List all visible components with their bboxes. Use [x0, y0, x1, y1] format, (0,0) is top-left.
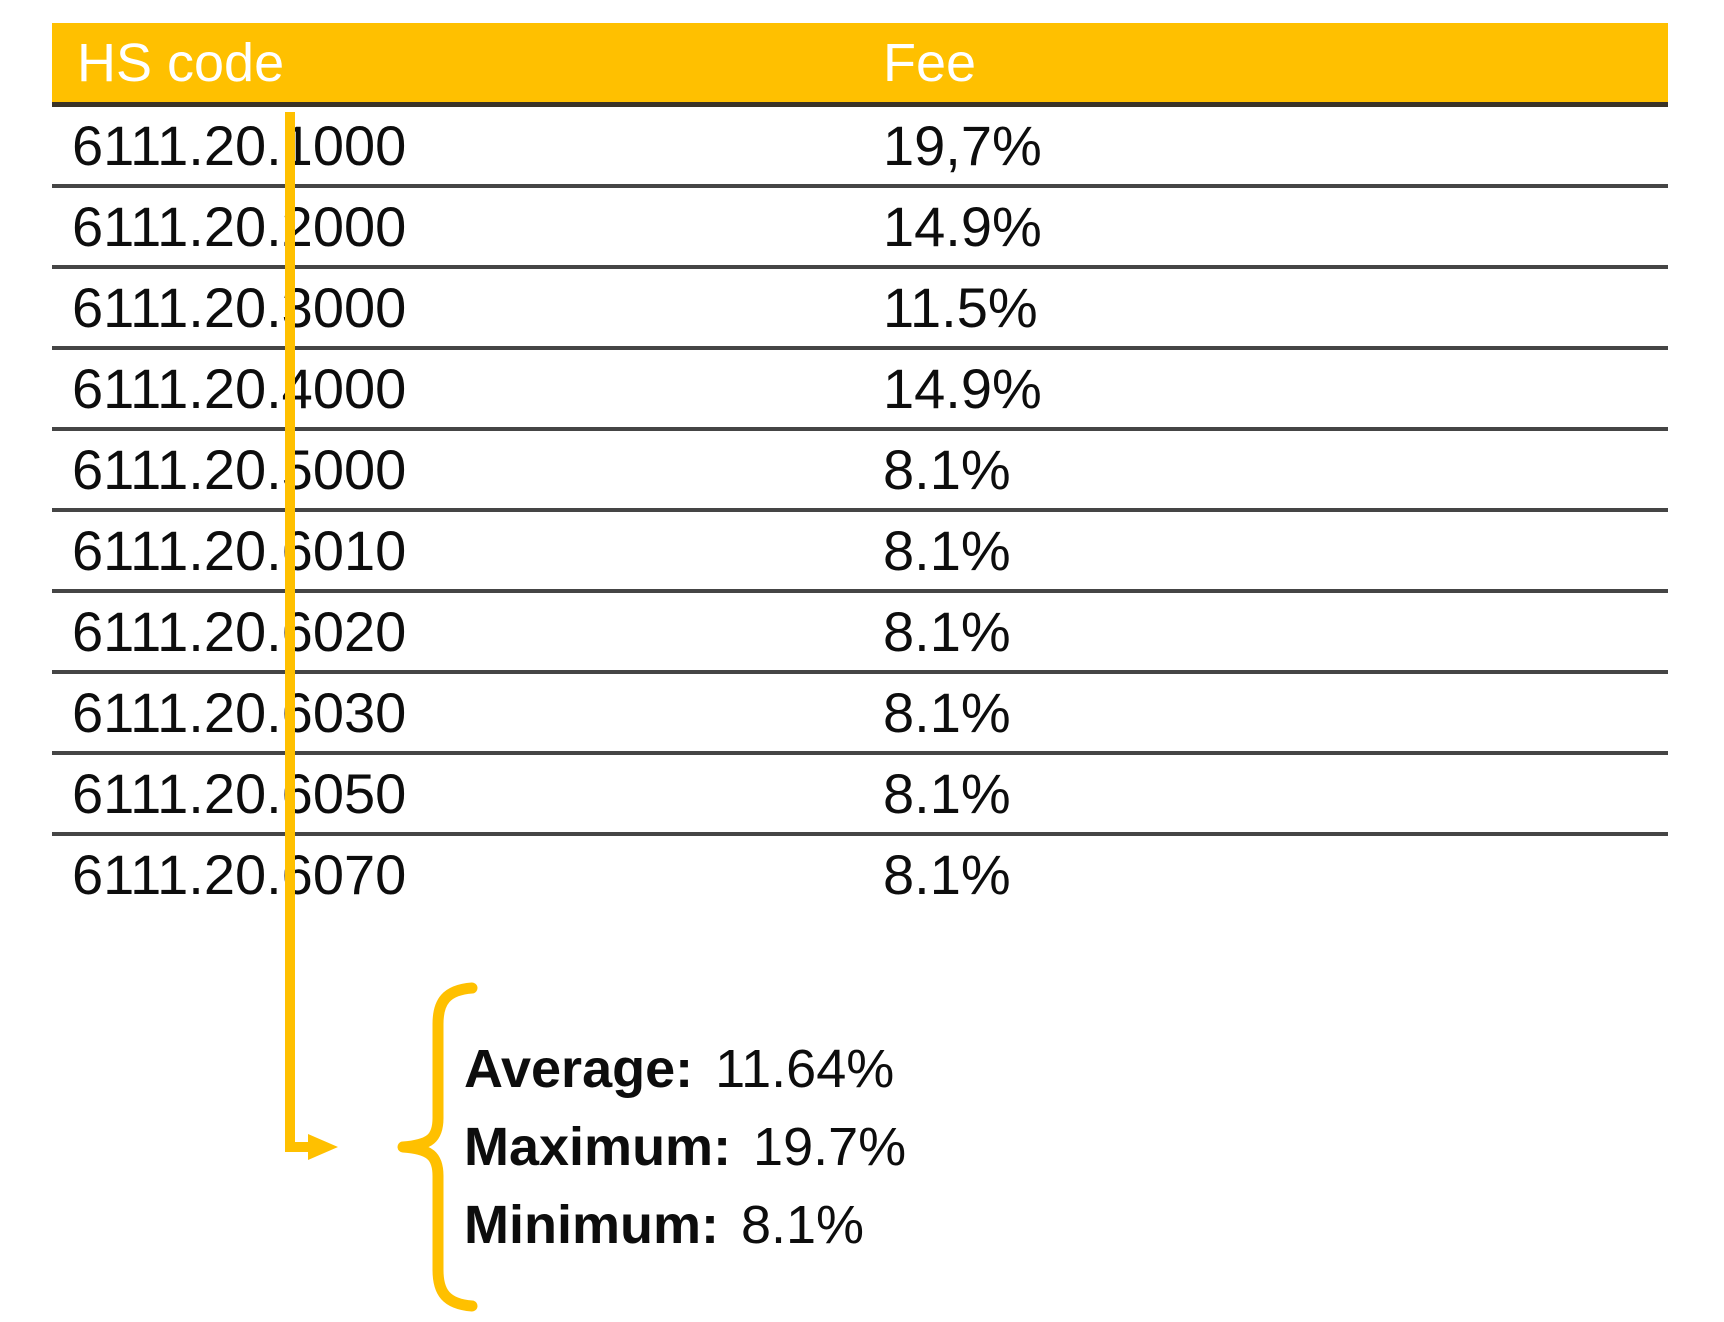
- table-row: 6111.20.5000 8.1%: [52, 431, 1668, 512]
- hs-code-cell: 6111.20.5000: [72, 437, 407, 501]
- fee-cell: 19,7%: [883, 113, 1042, 177]
- hs-code-cell: 6111.20.6050: [72, 761, 407, 825]
- fee-cell: 8.1%: [883, 680, 1011, 744]
- hs-code-cell: 6111.20.6030: [72, 680, 407, 744]
- stat-minimum: Minimum: 8.1%: [464, 1186, 906, 1264]
- fee-cell: 8.1%: [883, 437, 1011, 501]
- table-row: 6111.20.2000 14.9%: [52, 188, 1668, 269]
- table-row: 6111.20.4000 14.9%: [52, 350, 1668, 431]
- fee-cell: 14.9%: [883, 194, 1042, 258]
- hs-code-cell: 6111.20.3000: [72, 275, 407, 339]
- fee-cell: 8.1%: [883, 518, 1011, 582]
- hs-code-cell: 6111.20.6020: [72, 599, 407, 663]
- fee-cell: 11.5%: [883, 275, 1038, 339]
- hs-code-cell: 6111.20.6070: [72, 843, 407, 906]
- hs-code-cell: 6111.20.2000: [72, 194, 407, 258]
- table-row: 6111.20.3000 11.5%: [52, 269, 1668, 350]
- left-curly-brace-icon: [397, 982, 478, 1312]
- fee-statistics: Average: 11.64% Maximum: 19.7% Minimum: …: [464, 1030, 906, 1264]
- hs-code-cell: 6111.20.4000: [72, 356, 407, 420]
- table-row: 6111.20.6050 8.1%: [52, 755, 1668, 836]
- fee-cell: 8.1%: [883, 761, 1011, 825]
- column-header-fee: Fee: [883, 32, 977, 93]
- stat-average-value: 11.64%: [715, 1039, 895, 1099]
- stat-maximum-value: 19.7%: [753, 1117, 907, 1177]
- stat-average: Average: 11.64%: [464, 1030, 906, 1108]
- hs-code-cell: 6111.20.6010: [72, 518, 407, 582]
- table-row: 6111.20.6070 8.1%: [52, 836, 1668, 914]
- column-header-hs-code: HS code: [77, 32, 285, 93]
- stat-average-label: Average:: [464, 1039, 694, 1099]
- fee-cell: 8.1%: [883, 599, 1011, 663]
- table-header-row: HS code Fee: [52, 23, 1668, 107]
- table-row: 6111.20.6020 8.1%: [52, 593, 1668, 674]
- stat-maximum: Maximum: 19.7%: [464, 1108, 906, 1186]
- hs-code-cell: 6111.20.1000: [72, 113, 407, 177]
- stat-maximum-label: Maximum:: [464, 1117, 732, 1177]
- hs-code-fee-table: HS code Fee 6111.20.1000 19,7% 6111.20.2…: [52, 23, 1668, 914]
- table-row: 6111.20.1000 19,7%: [52, 107, 1668, 188]
- fee-cell: 14.9%: [883, 356, 1042, 420]
- stat-minimum-value: 8.1%: [740, 1195, 865, 1255]
- table-row: 6111.20.6030 8.1%: [52, 674, 1668, 755]
- stat-minimum-label: Minimum:: [464, 1195, 719, 1255]
- fee-cell: 8.1%: [883, 843, 1011, 906]
- table-row: 6111.20.6010 8.1%: [52, 512, 1668, 593]
